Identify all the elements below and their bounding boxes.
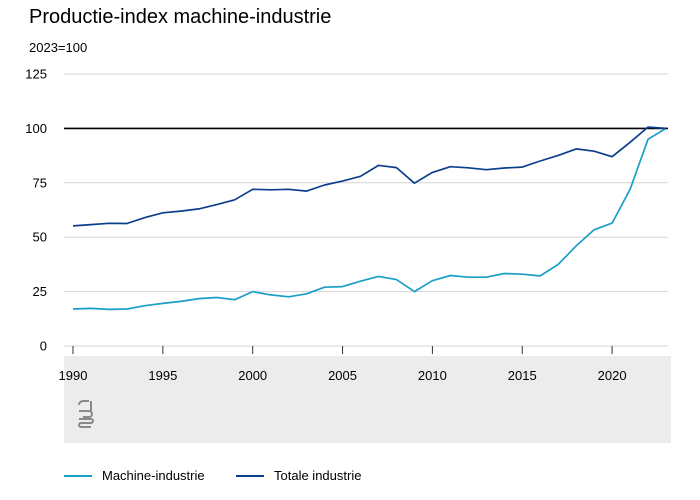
y-tick-label: 0 (40, 339, 47, 354)
legend-item: Machine-industrie (64, 467, 205, 483)
legend-swatch (236, 474, 264, 477)
y-tick-label: 75 (33, 175, 47, 190)
legend-swatch (64, 474, 92, 477)
x-axis: 1990 1995 2000 2005 2010 2015 2020 (59, 346, 627, 383)
cbs-logo-icon (78, 400, 94, 428)
y-tick-label: 25 (33, 284, 47, 299)
y-axis-unit-label: 2023=100 (29, 40, 88, 55)
series-line-totale-industrie (72, 126, 667, 227)
y-axis-tick-labels: 0 25 50 75 100 125 (25, 67, 47, 354)
y-tick-label: 125 (25, 67, 47, 82)
series-line-machine-industrie (72, 127, 667, 311)
x-tick-label: 1990 (59, 368, 88, 383)
chart-title: Productie-index machine-industrie (29, 6, 332, 28)
x-tick-label: 2000 (238, 368, 267, 383)
legend-label: Totale industrie (274, 468, 362, 484)
y-tick-label: 50 (33, 230, 47, 245)
x-tick-label: 1995 (148, 368, 177, 383)
x-tick-label: 2010 (418, 368, 447, 383)
x-tick-label: 2005 (328, 368, 357, 383)
y-tick-label: 100 (25, 121, 47, 136)
series-lines (72, 126, 667, 311)
x-tick-label: 2020 (598, 368, 627, 383)
grid-lines (64, 73, 668, 347)
legend-label: Machine-industrie (102, 468, 205, 484)
chart-footer-band (64, 356, 671, 443)
legend-item: Totale industrie (236, 467, 361, 483)
x-tick-label: 2015 (508, 368, 537, 383)
